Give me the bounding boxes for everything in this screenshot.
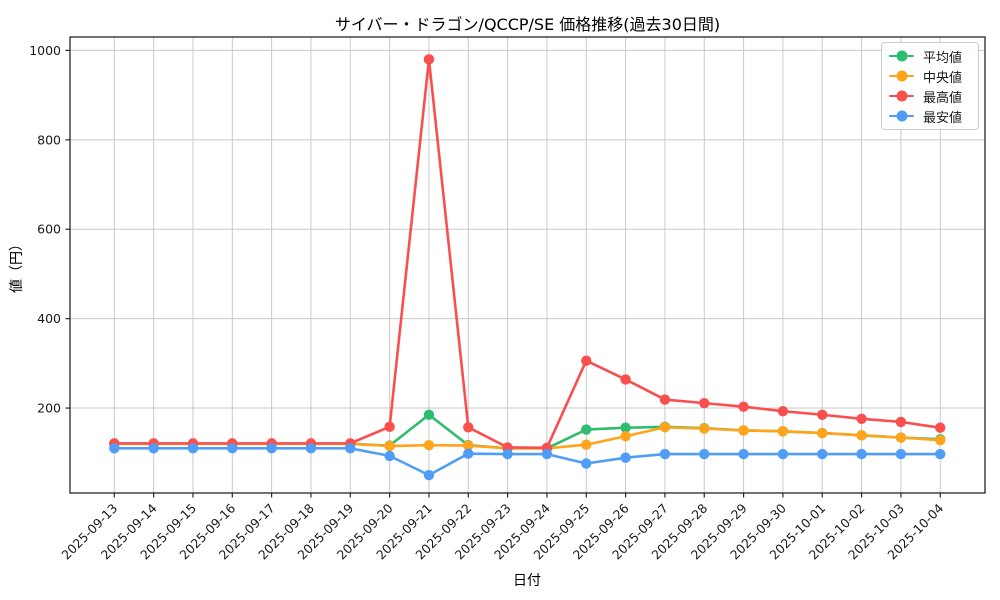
- series-line-3: [114, 446, 941, 477]
- legend-marker-min-icon: [889, 110, 914, 122]
- series-point-1: [581, 439, 592, 450]
- series-line-1: [114, 425, 941, 450]
- series-point-2: [463, 422, 474, 433]
- series-point-3: [659, 448, 671, 460]
- series-point-3: [148, 443, 159, 454]
- legend-marker-median-icon: [889, 70, 914, 82]
- series-point-3: [541, 448, 553, 460]
- series-point-2: [817, 409, 828, 420]
- series-point-3: [699, 448, 710, 460]
- y-tick-label: 1000: [29, 43, 61, 58]
- legend-label-min: 最安値: [923, 110, 963, 126]
- series-point-3: [777, 448, 789, 460]
- series-point-1: [777, 426, 789, 437]
- series-point-2: [935, 422, 946, 433]
- series-point-3: [463, 448, 474, 459]
- series-point-2: [581, 355, 592, 366]
- series-point-2: [384, 421, 395, 433]
- y-tick-label: 400: [37, 311, 61, 326]
- series-point-2: [738, 401, 749, 412]
- series-point-3: [266, 443, 277, 454]
- series-point-1: [463, 440, 474, 451]
- series-point-2: [895, 416, 907, 428]
- series-point-3: [856, 448, 867, 460]
- series-point-1: [620, 431, 631, 442]
- series-line-2: [114, 58, 941, 450]
- series-point-3: [895, 448, 907, 460]
- series-point-3: [502, 448, 513, 460]
- series-point-3: [305, 443, 317, 454]
- series-point-3: [738, 448, 749, 460]
- series-point-2: [659, 394, 671, 405]
- series-point-3: [817, 448, 828, 460]
- series-point-1: [738, 425, 749, 436]
- series-point-3: [935, 448, 946, 460]
- series-point-1: [895, 432, 907, 443]
- series-point-3: [345, 443, 356, 454]
- series-point-3: [227, 443, 238, 454]
- series-point-1: [659, 422, 671, 433]
- series-point-0: [581, 424, 592, 435]
- series-point-3: [187, 443, 199, 454]
- series-point-3: [109, 443, 120, 454]
- series-point-2: [699, 397, 710, 409]
- legend-item-min: 最安値: [889, 107, 971, 126]
- legend-item-average: 平均値: [889, 47, 971, 66]
- series-point-1: [856, 430, 867, 441]
- series-point-2: [423, 54, 435, 65]
- series-point-1: [384, 440, 395, 452]
- series-point-3: [620, 452, 631, 463]
- series-point-3: [581, 458, 592, 469]
- series-point-1: [935, 435, 946, 446]
- x-axis-label: 日付: [513, 573, 541, 589]
- series-point-3: [384, 450, 395, 462]
- y-tick-label: 600: [37, 222, 61, 237]
- legend-label-average: 平均値: [923, 50, 963, 66]
- legend-item-max: 最高値: [889, 87, 971, 106]
- legend-label-max: 最高値: [923, 90, 963, 106]
- legend-marker-average-icon: [889, 50, 914, 62]
- series-point-3: [423, 469, 435, 481]
- series-point-1: [423, 439, 435, 451]
- legend: 平均値 中央値 最高値 最安値: [881, 42, 979, 130]
- series-point-0: [423, 409, 435, 420]
- y-tick-label: 200: [37, 401, 61, 416]
- legend-label-median: 中央値: [923, 70, 963, 86]
- series-point-0: [620, 422, 631, 433]
- axes-frame: [69, 36, 986, 494]
- series-point-2: [777, 405, 789, 417]
- legend-marker-max-icon: [889, 90, 914, 102]
- series-point-2: [620, 374, 631, 385]
- series-point-2: [856, 413, 867, 424]
- series-point-1: [817, 427, 828, 439]
- series-point-1: [699, 423, 710, 434]
- y-tick-label: 800: [37, 132, 61, 147]
- legend-item-median: 中央値: [889, 67, 971, 86]
- chart-title: サイバー・ドラゴン/QCCP/SE 価格推移(過去30日間): [334, 15, 721, 34]
